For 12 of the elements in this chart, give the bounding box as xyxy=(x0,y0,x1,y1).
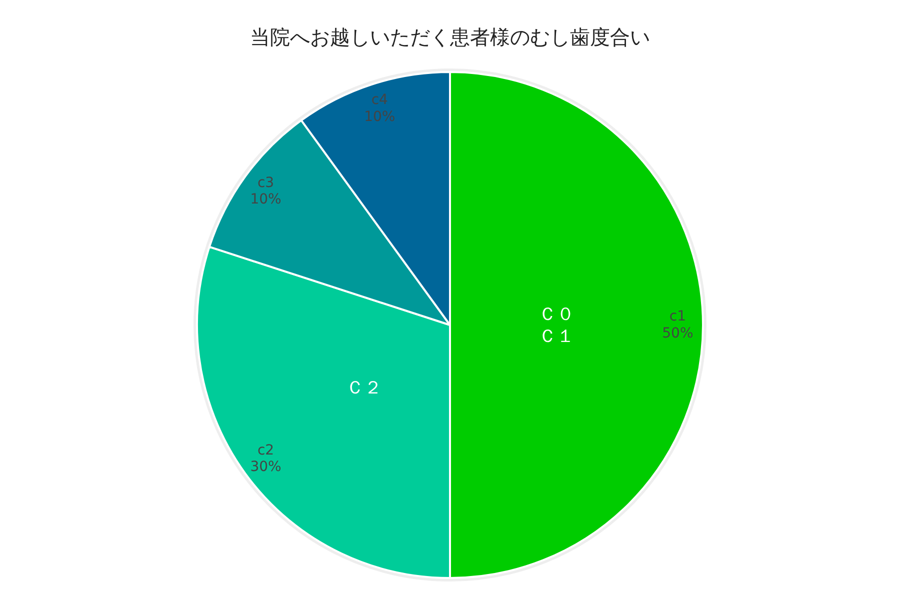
text: Ｃ１ xyxy=(538,326,574,347)
slice-label: c2 xyxy=(257,442,274,458)
chart-title: 当院へお越しいただく患者様のむし歯度合い xyxy=(250,25,650,49)
data-label: 30% xyxy=(250,459,282,476)
slice-label: c4 xyxy=(371,92,388,108)
slice-label: c3 xyxy=(257,174,274,191)
data-label: 10% xyxy=(364,108,396,125)
data-label: 50% xyxy=(662,325,694,342)
data-label: 10% xyxy=(250,192,282,208)
slice-label: c1 xyxy=(669,308,686,325)
text: Ｃ０ xyxy=(538,304,574,325)
text: Ｃ２ xyxy=(346,377,382,398)
